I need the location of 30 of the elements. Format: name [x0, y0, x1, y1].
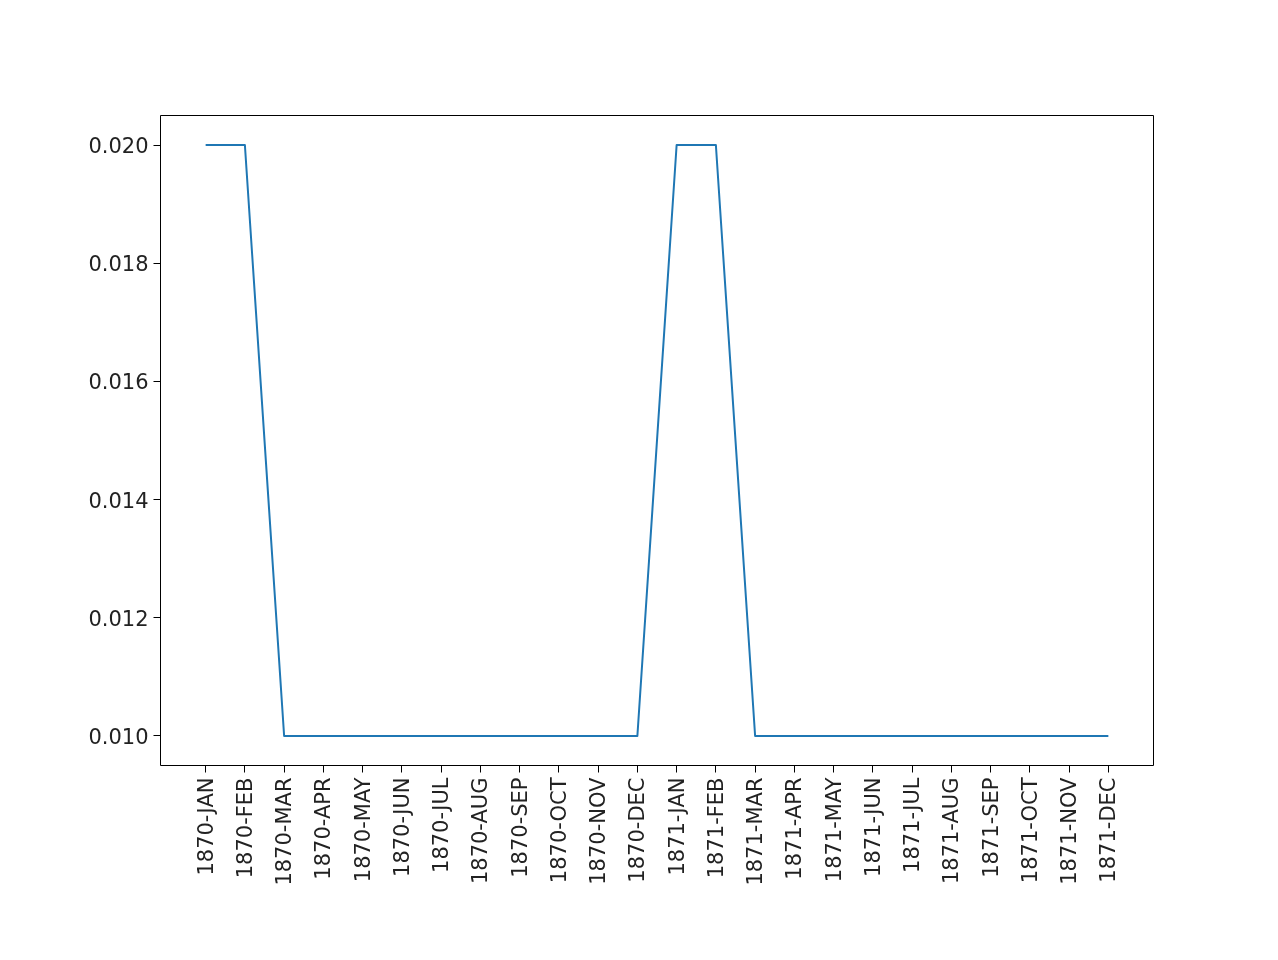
x-tick-label: 1871-DEC: [1096, 777, 1121, 883]
x-tick-label: 1871-MAR: [743, 777, 768, 886]
x-tick-label: 1871-OCT: [1017, 777, 1042, 884]
y-tick-label: 0.010: [88, 724, 149, 749]
x-tick-label: 1870-NOV: [586, 776, 611, 885]
x-tick-label: 1871-JUL: [900, 777, 925, 873]
x-tick-label: 1871-JUN: [860, 777, 885, 877]
x-tick-label: 1870-SEP: [507, 777, 532, 878]
x-tick-label: 1870-JUL: [429, 777, 454, 873]
x-tick-label: 1870-APR: [311, 777, 336, 880]
x-tick-label: 1870-MAR: [272, 777, 297, 886]
x-tick-label: 1871-JAN: [664, 777, 689, 876]
x-tick-label: 1871-AUG: [939, 777, 964, 885]
y-tick-label: 0.020: [88, 134, 149, 159]
y-tick-label: 0.014: [88, 488, 149, 513]
x-tick-label: 1871-MAY: [821, 777, 846, 883]
y-tick-label: 0.012: [88, 606, 149, 631]
x-tick-label: 1870-OCT: [546, 777, 571, 884]
x-tick-label: 1871-APR: [782, 777, 807, 880]
x-tick-label: 1870-JUN: [389, 777, 414, 877]
x-tick-label: 1871-FEB: [703, 777, 728, 879]
x-tick-label: 1870-FEB: [232, 777, 257, 879]
x-tick-label: 1870-DEC: [625, 777, 650, 883]
x-tick-label: 1871-SEP: [978, 777, 1003, 878]
x-tick-label: 1870-MAY: [350, 777, 375, 883]
y-tick-label: 0.018: [88, 252, 149, 277]
y-tick-label: 0.016: [88, 370, 149, 395]
x-tick-label: 1871-NOV: [1057, 776, 1082, 885]
x-tick-label: 1870-AUG: [468, 777, 493, 885]
x-tick-label: 1870-JAN: [193, 777, 218, 876]
